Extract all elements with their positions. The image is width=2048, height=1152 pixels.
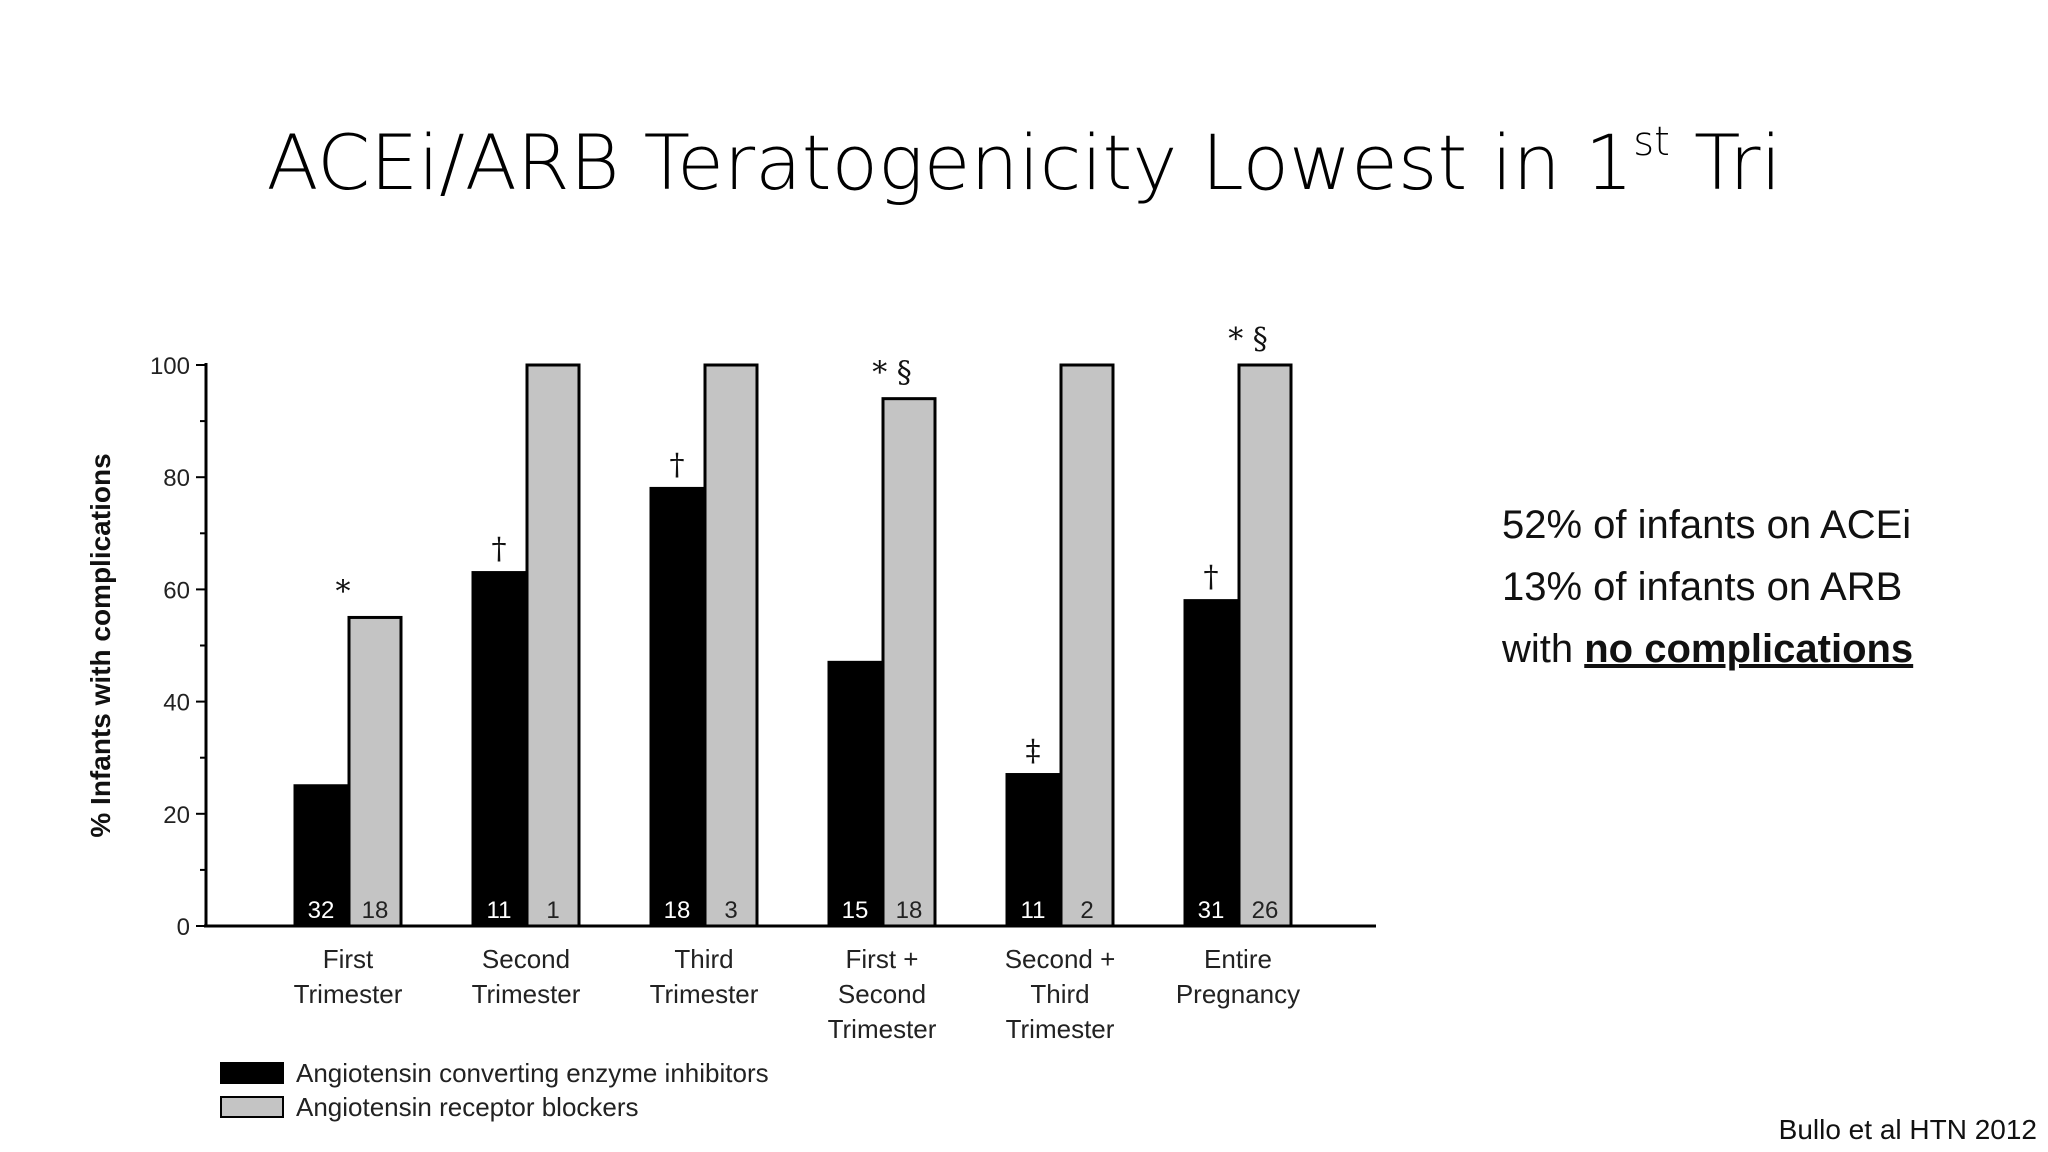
bar-acei (293, 784, 349, 928)
y-tick-label: 100 (150, 353, 190, 380)
significance-marker: ‡ (1026, 734, 1041, 769)
y-tick-label: 40 (163, 690, 190, 717)
title-superscript: st (1633, 119, 1670, 165)
group-significance-marker: * (336, 574, 351, 609)
y-tick-label: 80 (163, 465, 190, 492)
bar-n-label: 1 (546, 897, 559, 924)
bar-arb (1237, 363, 1293, 928)
title-main: ACEi/ARB Teratogenicity Lowest in 1 (266, 118, 1634, 207)
category-label: Second (482, 944, 570, 974)
bar-arb (703, 363, 759, 928)
summary-emphasis: no complications (1584, 627, 1914, 671)
bar-n-label: 18 (664, 897, 691, 924)
bar-acei (649, 486, 705, 928)
title-end: Tri (1669, 118, 1782, 207)
bar-n-label: 11 (1021, 897, 1046, 924)
bar-n-label: 31 (1198, 897, 1225, 924)
bar-arb (1059, 363, 1115, 928)
summary-line-3: with no complications (1502, 618, 1913, 680)
category-label: Second (838, 979, 926, 1009)
legend-swatch (220, 1096, 284, 1118)
summary-text: 52% of infants on ACEi 13% of infants on… (1502, 494, 1913, 680)
category-label: Trimester (650, 979, 759, 1009)
bar-n-label: 18 (362, 897, 389, 924)
summary-line-2: 13% of infants on ARB (1502, 565, 1903, 609)
bar-arb (881, 397, 937, 928)
slide-title: ACEi/ARB Teratogenicity Lowest in 1st Tr… (0, 118, 2048, 207)
category-label: Trimester (828, 1014, 937, 1044)
y-tick-label: 60 (163, 577, 190, 604)
category-label: Trimester (1006, 1014, 1115, 1044)
bar-arb (525, 363, 581, 928)
bar-acei (1183, 599, 1239, 928)
bar-n-label: 18 (896, 897, 923, 924)
citation: Bullo et al HTN 2012 (1778, 1114, 2037, 1145)
category-label: First (323, 944, 374, 974)
category-label: Second + (1005, 944, 1116, 974)
bar-acei (827, 660, 883, 928)
chart-labels: 32 18*FirstTrimester11†1SecondTrimester18… (294, 322, 1301, 1044)
category-label: Trimester (472, 979, 581, 1009)
significance-marker: † (670, 447, 685, 482)
bar-n-label: 26 (1252, 897, 1279, 924)
category-label: Entire (1204, 944, 1272, 974)
chart-bars (293, 363, 1293, 928)
bar-arb (347, 615, 403, 928)
bar-n-label: 32 (308, 897, 335, 924)
legend-swatch (220, 1062, 284, 1084)
group-significance-marker: * § (872, 356, 912, 391)
bar-n-label: 2 (1080, 897, 1093, 924)
bar-acei (1005, 773, 1061, 928)
y-axis-label: % Infants with complications (85, 453, 116, 837)
y-tick-label: 20 (163, 802, 190, 829)
chart-legend: Angiotensin converting enzyme inhibitors… (220, 1058, 769, 1122)
group-significance-marker: * § (1228, 322, 1268, 357)
summary-line-1: 52% of infants on ACEi (1502, 503, 1912, 547)
significance-marker: † (492, 532, 507, 567)
summary-line-3-prefix: with (1502, 627, 1585, 671)
legend-label: Angiotensin converting enzyme inhibitors (296, 1058, 769, 1088)
bar-n-label: 15 (842, 897, 869, 924)
bar-n-label: 3 (724, 897, 737, 924)
significance-marker: † (1204, 560, 1219, 595)
category-label: Third (1030, 979, 1089, 1009)
category-label: Trimester (294, 979, 403, 1009)
bar-n-label: 11 (487, 897, 512, 924)
bar-acei (471, 571, 527, 928)
legend-label: Angiotensin receptor blockers (296, 1092, 639, 1122)
category-label: Third (674, 944, 733, 974)
y-tick-label: 0 (177, 914, 190, 941)
category-label: Pregnancy (1176, 979, 1300, 1009)
category-label: First + (846, 944, 919, 974)
